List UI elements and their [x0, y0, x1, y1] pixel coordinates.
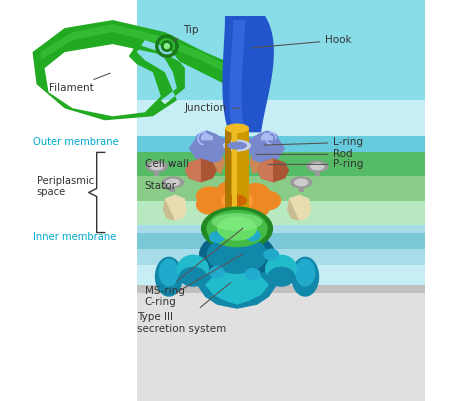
Ellipse shape: [179, 267, 207, 287]
FancyBboxPatch shape: [299, 182, 304, 192]
Ellipse shape: [212, 213, 262, 231]
Polygon shape: [163, 194, 187, 221]
Polygon shape: [230, 20, 245, 132]
Polygon shape: [287, 194, 311, 221]
Ellipse shape: [149, 162, 164, 170]
FancyBboxPatch shape: [225, 128, 231, 225]
Polygon shape: [197, 265, 277, 309]
Ellipse shape: [217, 217, 257, 241]
Text: Rod: Rod: [256, 150, 353, 159]
Ellipse shape: [196, 186, 224, 207]
Polygon shape: [163, 198, 175, 221]
Ellipse shape: [216, 181, 244, 201]
Polygon shape: [32, 20, 233, 120]
Text: Inner membrane: Inner membrane: [32, 233, 116, 242]
Text: Periplasmic
space: Periplasmic space: [36, 176, 94, 197]
Ellipse shape: [216, 200, 244, 220]
Ellipse shape: [310, 162, 324, 170]
Ellipse shape: [227, 142, 247, 150]
FancyBboxPatch shape: [225, 128, 249, 225]
Ellipse shape: [227, 194, 247, 207]
Ellipse shape: [207, 210, 268, 247]
Ellipse shape: [199, 231, 275, 279]
Polygon shape: [24, 289, 137, 401]
Polygon shape: [257, 158, 273, 182]
Polygon shape: [201, 132, 213, 140]
Text: MS-ring: MS-ring: [145, 228, 243, 296]
Ellipse shape: [295, 259, 315, 287]
Polygon shape: [205, 269, 269, 305]
Ellipse shape: [164, 43, 170, 49]
Polygon shape: [137, 0, 426, 100]
Ellipse shape: [207, 235, 267, 274]
FancyBboxPatch shape: [171, 182, 176, 192]
Polygon shape: [137, 136, 426, 152]
Ellipse shape: [245, 229, 261, 241]
Ellipse shape: [221, 190, 253, 211]
Polygon shape: [185, 158, 217, 182]
Polygon shape: [137, 144, 426, 225]
Ellipse shape: [215, 136, 259, 156]
Polygon shape: [257, 158, 289, 182]
Polygon shape: [189, 132, 225, 164]
Polygon shape: [137, 233, 426, 249]
Ellipse shape: [159, 259, 179, 287]
Ellipse shape: [162, 176, 184, 188]
Ellipse shape: [177, 255, 209, 283]
Text: Tip: Tip: [173, 25, 198, 41]
FancyBboxPatch shape: [154, 166, 159, 176]
Ellipse shape: [155, 257, 183, 297]
Text: Stator: Stator: [145, 182, 177, 191]
Ellipse shape: [245, 268, 261, 280]
Polygon shape: [137, 225, 426, 265]
Ellipse shape: [253, 190, 281, 211]
Polygon shape: [287, 198, 299, 221]
Text: C-ring: C-ring: [145, 254, 243, 306]
Text: Filament: Filament: [49, 73, 110, 93]
Ellipse shape: [267, 267, 295, 287]
Ellipse shape: [223, 140, 251, 152]
Polygon shape: [137, 152, 426, 176]
Polygon shape: [249, 150, 265, 174]
Ellipse shape: [209, 231, 225, 243]
Ellipse shape: [242, 183, 270, 203]
Polygon shape: [195, 130, 219, 148]
Ellipse shape: [201, 207, 273, 251]
Text: L-ring: L-ring: [264, 138, 363, 147]
Ellipse shape: [263, 249, 279, 261]
Ellipse shape: [225, 220, 249, 229]
Text: Type III
secretion system: Type III secretion system: [137, 282, 231, 334]
Polygon shape: [137, 289, 426, 401]
Polygon shape: [185, 158, 201, 182]
Ellipse shape: [166, 178, 180, 186]
Polygon shape: [40, 24, 225, 72]
Polygon shape: [261, 132, 273, 140]
Text: Junction: Junction: [185, 103, 240, 113]
Ellipse shape: [294, 178, 308, 186]
Text: Cell wall: Cell wall: [145, 159, 189, 168]
FancyBboxPatch shape: [137, 285, 426, 293]
Ellipse shape: [291, 257, 319, 297]
Text: Outer membrane: Outer membrane: [32, 138, 118, 147]
Polygon shape: [209, 150, 225, 174]
Polygon shape: [137, 176, 426, 200]
Ellipse shape: [161, 40, 173, 52]
Ellipse shape: [146, 160, 168, 172]
Polygon shape: [222, 16, 274, 132]
Polygon shape: [137, 100, 426, 136]
Ellipse shape: [225, 124, 249, 133]
Ellipse shape: [265, 255, 297, 283]
Polygon shape: [249, 132, 285, 164]
Ellipse shape: [196, 194, 224, 215]
Text: P-ring: P-ring: [268, 160, 364, 169]
FancyBboxPatch shape: [232, 128, 237, 225]
Polygon shape: [137, 0, 426, 289]
Polygon shape: [255, 130, 279, 148]
Ellipse shape: [209, 266, 225, 278]
Ellipse shape: [242, 198, 270, 218]
Ellipse shape: [306, 160, 328, 172]
Ellipse shape: [290, 176, 312, 188]
FancyBboxPatch shape: [315, 166, 320, 176]
Text: Hook: Hook: [252, 35, 352, 48]
